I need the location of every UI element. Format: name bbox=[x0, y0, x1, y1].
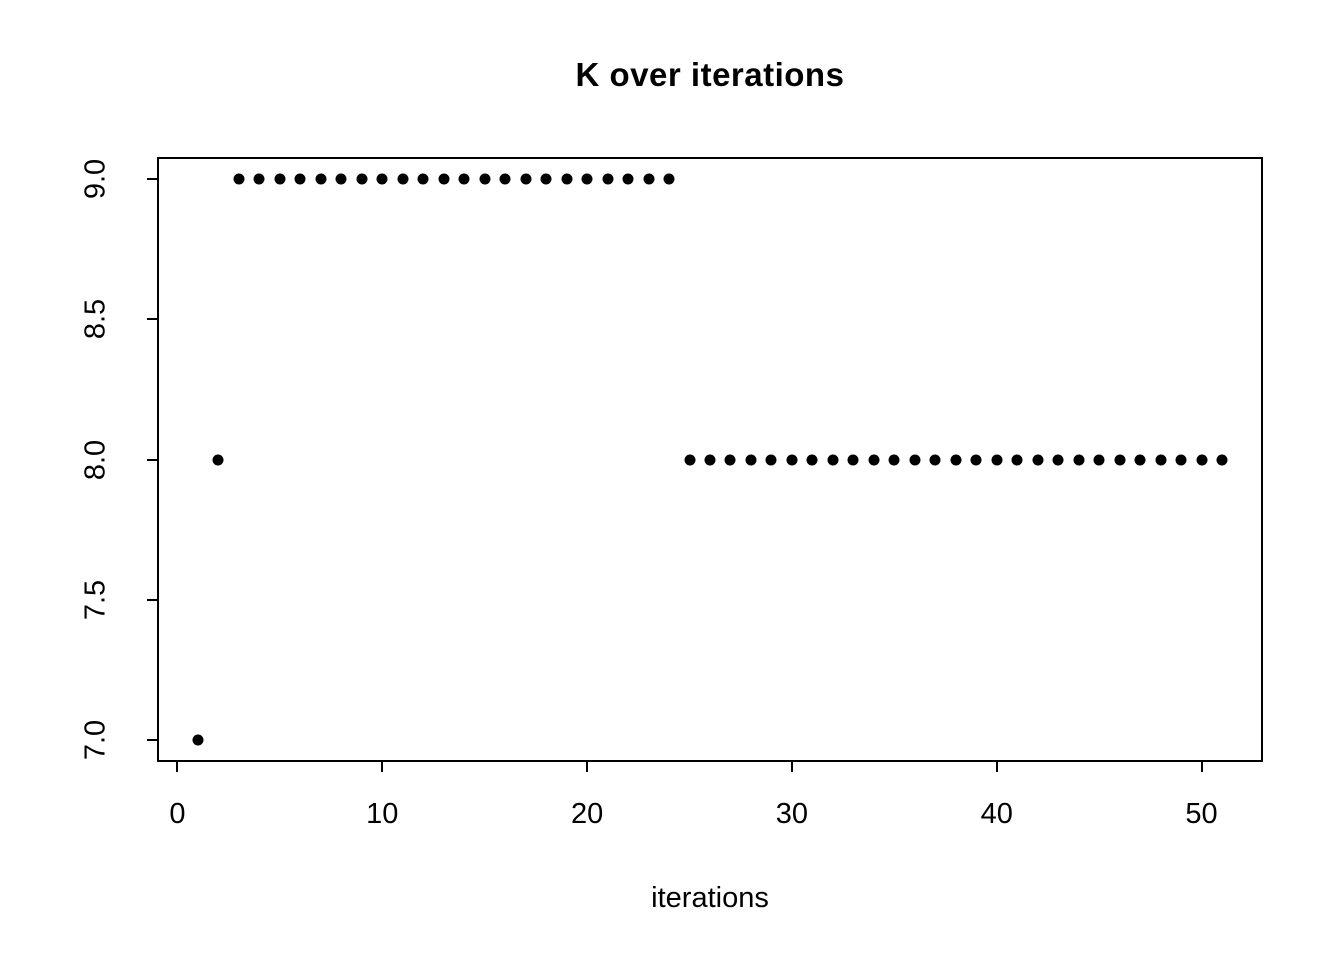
y-tick-label: 7.0 bbox=[79, 719, 112, 760]
data-point bbox=[1011, 454, 1023, 465]
y-tick-mark bbox=[147, 738, 157, 741]
data-point bbox=[643, 173, 655, 185]
x-tick-label: 10 bbox=[366, 798, 399, 830]
x-tick-label: 40 bbox=[980, 798, 1013, 830]
chart-title: K over iterations bbox=[575, 56, 845, 93]
data-point bbox=[1073, 454, 1085, 465]
data-point bbox=[847, 454, 859, 465]
data-point bbox=[479, 173, 491, 185]
data-point bbox=[315, 173, 327, 185]
data-point bbox=[663, 173, 675, 185]
y-tick-mark bbox=[147, 318, 157, 321]
x-tick-mark bbox=[586, 762, 589, 772]
x-tick-mark bbox=[381, 762, 384, 772]
data-point bbox=[294, 173, 306, 185]
data-point bbox=[622, 173, 634, 185]
y-tick-mark bbox=[147, 458, 157, 461]
data-point bbox=[397, 173, 409, 185]
data-point bbox=[684, 454, 696, 465]
data-point bbox=[356, 173, 368, 185]
x-tick-mark bbox=[995, 762, 998, 772]
data-point bbox=[253, 173, 265, 185]
data-point bbox=[499, 173, 511, 185]
data-point bbox=[970, 454, 982, 465]
data-point bbox=[438, 173, 450, 185]
x-tick-mark bbox=[1200, 762, 1203, 772]
data-point bbox=[192, 734, 204, 746]
x-tick-label: 50 bbox=[1185, 798, 1218, 830]
data-point bbox=[540, 173, 552, 185]
data-point bbox=[868, 454, 880, 465]
data-point bbox=[602, 173, 614, 185]
x-tick-label: 30 bbox=[775, 798, 809, 830]
data-point bbox=[888, 454, 900, 465]
data-point bbox=[950, 454, 962, 465]
data-point bbox=[1134, 454, 1146, 465]
data-point bbox=[1093, 454, 1105, 465]
data-point bbox=[212, 454, 224, 465]
x-tick-label: 20 bbox=[570, 798, 604, 830]
data-point bbox=[1155, 454, 1167, 465]
data-point bbox=[335, 173, 347, 185]
data-point bbox=[1114, 454, 1126, 465]
data-point bbox=[724, 454, 736, 465]
x-tick-mark bbox=[790, 762, 793, 772]
data-point bbox=[561, 173, 573, 185]
data-point bbox=[520, 173, 532, 185]
y-tick-label: 9.0 bbox=[79, 159, 112, 200]
data-point bbox=[765, 454, 777, 465]
y-tick-mark bbox=[147, 598, 157, 601]
x-axis-label: iterations bbox=[651, 882, 769, 914]
x-tick-mark bbox=[176, 762, 179, 772]
data-point bbox=[233, 173, 245, 185]
data-point bbox=[827, 454, 839, 465]
data-point bbox=[745, 454, 757, 465]
data-point bbox=[458, 173, 470, 185]
data-point bbox=[376, 173, 388, 185]
data-point bbox=[991, 454, 1003, 465]
x-tick-label: 0 bbox=[169, 798, 186, 830]
y-tick-label: 8.0 bbox=[79, 439, 112, 480]
data-point bbox=[1052, 454, 1064, 465]
data-point bbox=[1032, 454, 1044, 465]
y-tick-label: 8.5 bbox=[79, 299, 112, 340]
data-point bbox=[581, 173, 593, 185]
data-point bbox=[929, 454, 941, 465]
data-point bbox=[1175, 454, 1187, 465]
data-point bbox=[909, 454, 921, 465]
data-point bbox=[417, 173, 429, 185]
y-tick-label: 7.5 bbox=[79, 579, 112, 620]
data-point bbox=[786, 454, 798, 465]
data-point bbox=[1216, 454, 1228, 465]
data-point bbox=[806, 454, 818, 465]
data-point bbox=[1196, 454, 1208, 465]
data-point bbox=[274, 173, 286, 185]
data-point bbox=[704, 454, 716, 465]
y-tick-mark bbox=[147, 178, 157, 181]
